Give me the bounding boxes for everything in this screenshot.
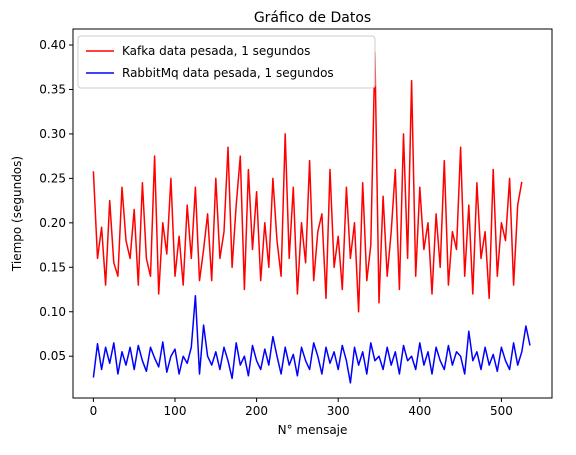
x-tick-label: 500: [490, 404, 513, 418]
y-axis-label: Tiempo (segundos): [10, 156, 24, 272]
y-tick-label: 0.05: [39, 349, 66, 363]
x-tick-label: 400: [408, 404, 431, 418]
plot-lines: [92, 51, 531, 384]
x-axis: 0 100 200 300 400 500: [90, 398, 513, 418]
legend-label: RabbitMq data pesada, 1 segundos: [122, 66, 334, 80]
y-tick-label: 0.40: [39, 38, 66, 52]
y-tick-label: 0.15: [39, 260, 66, 274]
series-line-0: [92, 51, 523, 313]
series-line-1: [92, 294, 531, 384]
legend: Kafka data pesada, 1 segundos RabbitMq da…: [77, 35, 376, 89]
y-tick-label: 0.20: [39, 216, 66, 230]
legend-label: Kafka data pesada, 1 segundos: [122, 44, 310, 58]
x-axis-label: N° mensaje: [278, 423, 348, 437]
y-axis: 0.05 0.10 0.15 0.20 0.25 0.30 0.35 0.40: [39, 38, 73, 363]
y-tick-label: 0.35: [39, 82, 66, 96]
x-tick-label: 200: [245, 404, 268, 418]
legend-box: [77, 35, 376, 89]
axes-frame: [72, 28, 553, 399]
y-tick-label: 0.25: [39, 171, 66, 185]
x-tick-label: 300: [327, 404, 350, 418]
y-tick-label: 0.30: [39, 127, 66, 141]
x-tick-label: 100: [164, 404, 187, 418]
x-tick-label: 0: [90, 404, 98, 418]
y-tick-label: 0.10: [39, 305, 66, 319]
chart-title: Gráfico de Datos: [254, 10, 371, 26]
